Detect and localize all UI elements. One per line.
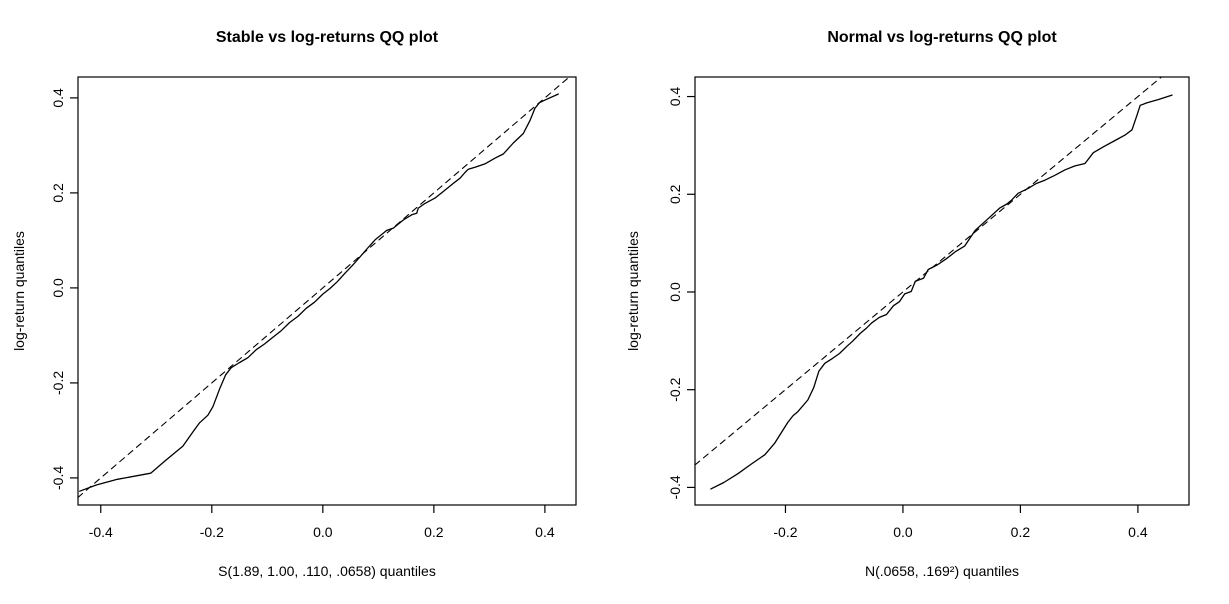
qq-curve	[79, 93, 559, 492]
chart-title: Normal vs log-returns QQ plot	[827, 29, 1057, 46]
qq-curve	[710, 94, 1173, 490]
stable-qq-panel: -0.4 -0.2 0.0 0.2 0.4 -0.4 -0.2 0.0 0.2 0.4 Stabl…	[0, 0, 614, 604]
x-tick-label: 0.4	[535, 524, 555, 540]
y-axis-label: log-return quantiles	[11, 231, 27, 351]
x-tick-label: 0.0	[313, 524, 333, 540]
x-tick-label: -0.4	[89, 524, 113, 540]
y-tick-label: 0.2	[50, 183, 66, 203]
x-tick-label: -0.2	[773, 524, 797, 540]
plot-box	[694, 76, 1190, 506]
normal-qq-plot-canvas: -0.2 0.0 0.2 0.4 -0.4 -0.2 0.0 0.2 0.4	[667, 76, 1190, 540]
normal-qq-panel: -0.2 0.0 0.2 0.4 -0.4 -0.2 0.0 0.2 0.4 Normal vs…	[614, 0, 1229, 604]
y-tick-label: -0.2	[667, 377, 683, 401]
stable-qq-plot-canvas: -0.4 -0.2 0.0 0.2 0.4 -0.4 -0.2 0.0 0.2 0.4	[50, 76, 577, 540]
y-tick-label: -0.4	[50, 466, 66, 490]
x-tick-label: -0.2	[200, 524, 224, 540]
reference-line	[694, 76, 1162, 466]
x-tick-label: 0.4	[1128, 524, 1148, 540]
chart-title: Stable vs log-returns QQ plot	[215, 29, 439, 46]
plot-box	[77, 76, 577, 506]
x-tick-label: 0.2	[424, 524, 444, 540]
x-axis-label: S(1.89, 1.00, .110, .0658) quantiles	[218, 563, 436, 579]
x-tick-label: 0.0	[893, 524, 913, 540]
y-tick-label: -0.4	[667, 475, 683, 499]
y-axis-label: log-return quantiles	[625, 231, 641, 351]
x-axis-label: N(.0658, .169²) quantiles	[864, 563, 1020, 579]
y-tick-label: 0.2	[667, 184, 683, 204]
y-tick-label: 0.4	[50, 88, 66, 108]
x-tick-label: 0.2	[1011, 524, 1031, 540]
y-tick-label: 0.0	[667, 282, 683, 302]
y-tick-label: 0.4	[667, 87, 683, 107]
reference-line	[77, 76, 570, 498]
y-tick-label: 0.0	[50, 278, 66, 298]
y-tick-label: -0.2	[50, 371, 66, 395]
